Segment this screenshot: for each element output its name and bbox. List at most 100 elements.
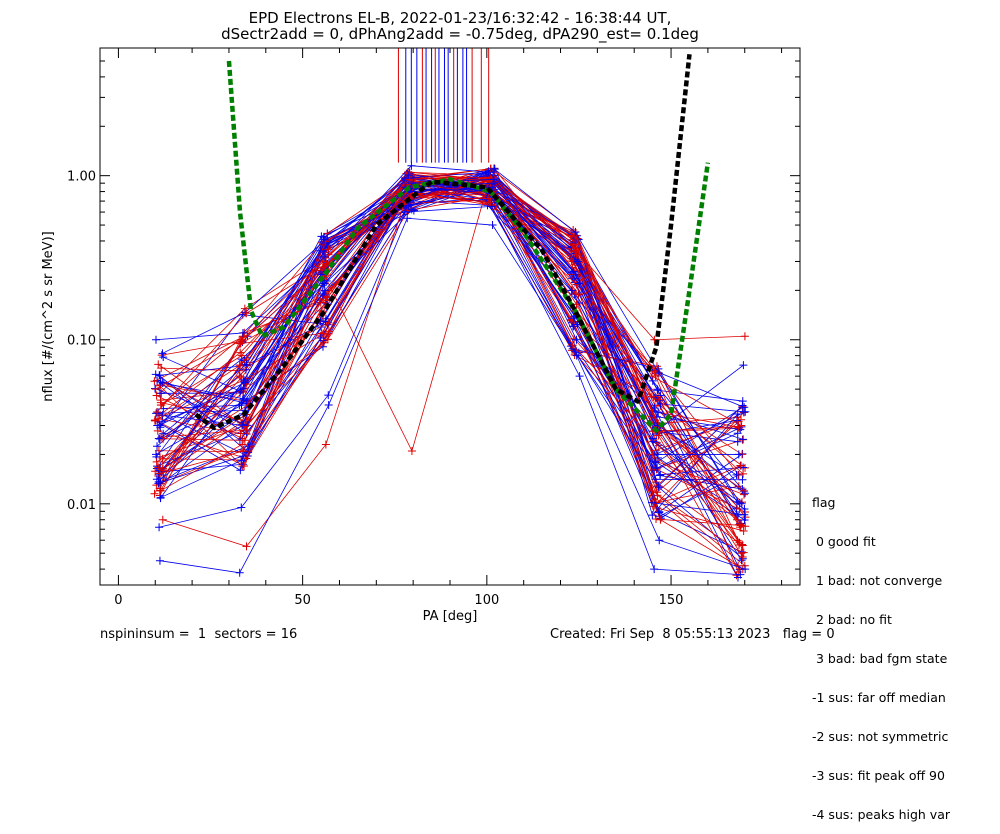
data-point [733,437,742,446]
legend-item: 2 bad: no fit [812,612,892,627]
data-point [487,202,496,211]
data-point [236,466,245,475]
data-point [237,351,246,360]
data-point [324,327,333,336]
legend-item: 3 bad: bad fgm state [812,651,948,666]
axes-layer: 0 50 100 150 0.01 0.10 1.00 [67,47,800,608]
data-point [569,240,578,249]
data-point [650,403,659,412]
data-point [654,431,663,440]
data-point [153,426,162,435]
data-point [652,362,661,371]
y-axis-label: nflux [#/(cm^2 s sr MeV)] [41,231,56,401]
y-tick-label: 0.10 [67,334,96,349]
data-point [403,214,412,223]
data-point [571,347,580,356]
data-point [242,425,251,434]
spectrum-line [158,194,740,546]
y-tick-label: 1.00 [67,170,96,185]
data-point [738,485,747,494]
data-point [153,442,162,451]
data-point [736,521,745,530]
data-point [321,440,330,449]
legend-item: 1 bad: not converge [812,573,943,588]
data-point [155,470,164,479]
data-point [655,512,664,521]
data-point [733,515,742,524]
data-point [486,198,495,207]
data-point [655,536,664,545]
data-point [738,475,747,484]
data-point [653,450,662,459]
spectrum-line [154,186,743,455]
data-point [571,228,580,237]
fit-curve-green [226,60,711,433]
x-tick-label: 50 [294,593,311,608]
data-point [737,421,746,430]
legend-item: -1 sus: far off median [812,690,946,705]
data-point [240,461,249,470]
data-point [155,556,164,565]
data-point [238,335,247,344]
data-point [156,486,165,495]
data-point [242,309,251,318]
spectrum-line [160,171,744,546]
legend-item: -3 sus: fit peak off 90 [812,768,945,783]
footer-left: nspininsum = 1 sectors = 16 [100,627,298,642]
data-point [738,401,747,410]
spectrum-line [160,177,742,499]
fit-layer [194,53,711,433]
x-tick-label: 0 [114,593,122,608]
legend-item: -4 sus: peaks high var [812,807,951,822]
data-point [573,257,582,266]
spectrum-line [163,185,743,487]
data-point [407,446,416,455]
data-point [159,353,168,362]
spectrum-line [160,190,743,503]
data-point [154,479,163,488]
data-point [407,161,416,170]
data-point [242,542,251,551]
data-point [316,334,325,343]
data-point [739,526,748,535]
data-point [647,392,656,401]
data-point [151,370,160,379]
data-point [405,175,414,184]
data-point [238,421,247,430]
data-point [654,482,663,491]
data-point [235,372,244,381]
data-point [152,475,161,484]
legend-item: 0 good fit [812,534,876,549]
data-point [158,454,167,463]
data-point [155,421,164,430]
data-point [241,378,250,387]
data-point [158,379,167,388]
data-point [739,469,748,478]
chart-title-line1: EPD Electrons EL-B, 2022-01-23/16:32:42 … [248,9,672,27]
data-point [150,489,159,498]
data-point [655,471,664,480]
data-point [150,377,159,386]
data-point [155,469,164,478]
data-point [741,522,750,531]
spectrum-line [159,217,746,574]
data-point [733,410,742,419]
data-point [736,461,745,470]
data-point [151,416,160,425]
spectrum-blue [154,179,743,459]
spectrum-line [158,205,741,576]
data-point [320,279,329,288]
spectrum-line [162,181,744,570]
data-point [324,391,333,400]
data-point [572,335,581,344]
spectrum-blue [155,202,745,579]
data-point [484,168,493,177]
data-point [236,361,245,370]
data-point [575,279,584,288]
data-point [407,205,416,214]
data-point [237,385,246,394]
data-point [740,332,749,341]
data-point [738,552,747,561]
data-point [151,385,160,394]
data-point [238,328,247,337]
